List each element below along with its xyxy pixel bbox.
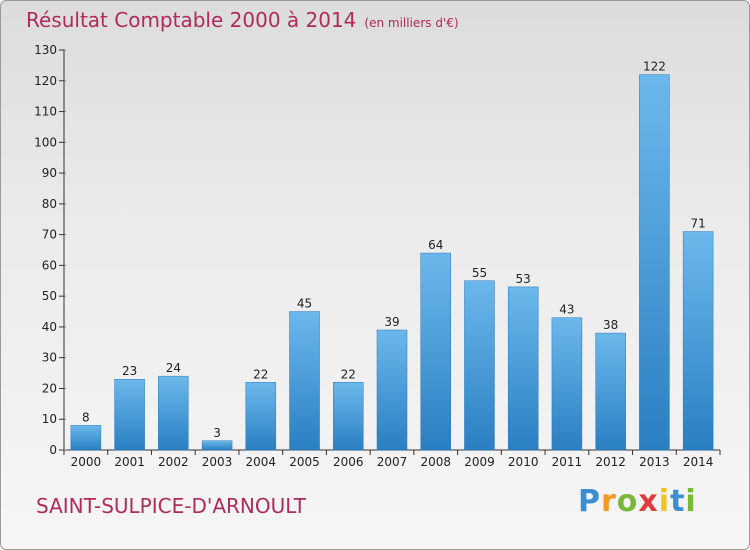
bar-value-label: 122 [643,60,666,74]
y-tick-label: 20 [42,381,57,395]
bar-2007 [376,329,408,451]
bar-2004 [245,382,277,451]
x-tick-label: 2004 [246,455,277,469]
bar-2002 [158,375,189,451]
bar-value-label: 71 [690,217,705,231]
x-tick-label: 2003 [202,455,233,469]
bar-value-label: 38 [603,318,618,332]
x-tick-label: 2006 [333,455,364,469]
bar-value-label: 22 [341,367,356,381]
x-tick-label: 2008 [420,455,451,469]
bar-2010 [507,286,539,451]
bar-2008 [420,252,451,451]
x-tick-label: 2011 [552,455,583,469]
x-tick-label: 2014 [683,455,714,469]
y-tick-label: 40 [42,320,57,334]
bar-value-label: 39 [384,315,399,329]
bar-2006 [333,382,364,451]
bar-2000 [70,425,102,451]
x-tick-label: 2010 [508,455,539,469]
y-tick-label: 100 [34,135,57,149]
y-tick-label: 50 [42,289,57,303]
chart-subtitle: (en milliers d'€) [364,16,459,30]
x-tick-label: 2013 [639,455,670,469]
x-tick-label: 2005 [289,455,320,469]
y-tick-label: 90 [42,166,57,180]
y-tick-label: 80 [42,197,57,211]
bar-2005 [289,311,320,451]
y-tick-label: 130 [34,43,57,57]
bar-value-label: 64 [428,238,443,252]
bar-2013 [639,74,670,451]
bar-value-label: 8 [82,410,90,424]
y-tick-label: 10 [42,412,57,426]
bar-value-label: 24 [166,361,181,375]
y-tick-label: 30 [42,351,57,365]
proxiti-logo: Proxiti [578,484,697,519]
bar-value-label: 23 [122,364,137,378]
y-tick-label: 110 [34,105,57,119]
bar-2003 [201,440,233,451]
bar-value-label: 53 [516,272,531,286]
bar-2012 [595,332,626,451]
y-tick-label: 70 [42,228,57,242]
x-tick-label: 2012 [595,455,626,469]
bar-2011 [551,317,583,451]
bar-value-label: 43 [559,303,574,317]
chart-bars: 8 23 24 3 22 45 22 39 64 55 53 43 38 122 71 [70,60,714,451]
chart-title: Résultat Comptable 2000 à 2014 (en millie… [26,8,459,32]
y-tick-label: 120 [34,74,57,88]
chart-title-text: Résultat Comptable 2000 à 2014 [26,8,357,32]
x-tick-label: 2002 [158,455,189,469]
y-tick-label: 0 [49,443,57,457]
bar-value-label: 55 [472,266,487,280]
x-tick-label: 2001 [114,455,145,469]
bar-value-label: 45 [297,297,312,311]
bar-2009 [464,280,495,451]
x-tick-label: 2009 [464,455,495,469]
x-tick-label: 2007 [377,455,408,469]
bar-value-label: 3 [213,426,221,440]
city-name: SAINT-SULPICE-D'ARNOULT [36,494,306,518]
bar-2014 [682,231,714,451]
bar-2001 [114,378,145,451]
x-tick-label: 2000 [71,455,102,469]
y-tick-label: 60 [42,258,57,272]
bar-value-label: 22 [253,367,268,381]
